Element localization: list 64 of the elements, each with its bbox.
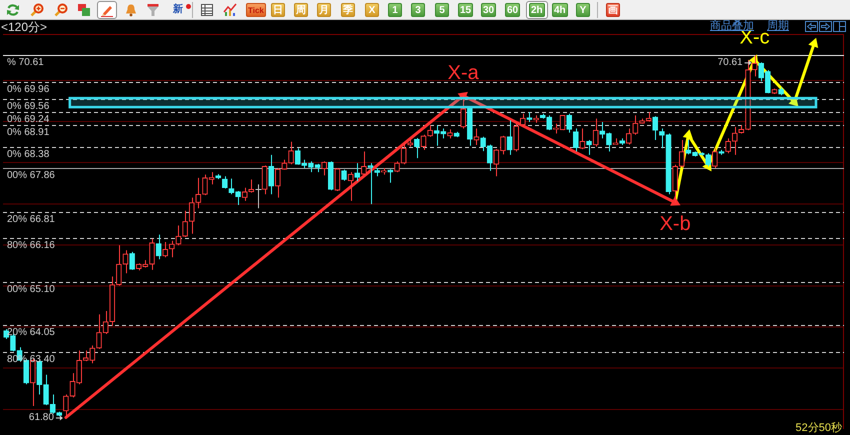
candlestick: [474, 128, 480, 146]
candlestick: [380, 167, 387, 176]
text: Tick: [246, 3, 266, 17]
text: 3: [411, 3, 425, 17]
candlestick: [400, 142, 406, 165]
ref-line-label: 20% 66.81: [7, 214, 56, 225]
candlestick: [427, 124, 433, 138]
candlestick: [513, 123, 520, 152]
text: 日: [271, 3, 285, 17]
candlestick: [321, 160, 327, 176]
text: 60: [505, 3, 520, 17]
candlestick: [388, 168, 394, 184]
text: X: [365, 3, 379, 17]
candlestick: [348, 172, 354, 202]
text: 2h: [529, 3, 545, 17]
text: 月: [317, 3, 331, 17]
text: 新: [172, 3, 184, 17]
candlestick: [255, 184, 262, 209]
text: 61.80: [28, 412, 54, 424]
text: 4h: [552, 3, 568, 17]
text: 70.61: [718, 57, 743, 68]
text: 周期: [767, 20, 789, 32]
candlestick: [626, 128, 632, 146]
ref-line-label: 0% 68.91: [7, 126, 50, 138]
candlestick: [368, 162, 374, 205]
ref-line-label: 0% 69.56: [7, 100, 50, 112]
ref-line-label: 0% 69.24: [7, 114, 50, 125]
text: 画: [606, 3, 620, 17]
ref-line-label: 00% 67.86: [7, 170, 56, 181]
text: Y: [576, 3, 590, 17]
candlestick: [262, 165, 268, 195]
annotation: 52分50秒: [796, 422, 842, 434]
ref-line-label: 80% 66.16: [7, 240, 56, 251]
point: [808, 38, 818, 48]
candlestick: [407, 138, 414, 148]
annotation: X-a: [448, 62, 480, 84]
candlestick: [460, 95, 466, 130]
text: 30: [481, 3, 496, 17]
candlestick: [188, 197, 195, 234]
candlestick: [162, 241, 168, 258]
candlestick: [592, 118, 599, 148]
candlestick: [169, 240, 175, 258]
candlestick: [334, 167, 340, 192]
ref-line-label: 0% 68.38: [7, 148, 50, 160]
text: 周: [294, 3, 308, 17]
candlestick: [420, 134, 426, 150]
candlestick: [520, 113, 526, 128]
candlestick: [374, 167, 380, 177]
ref-line-label: % 70.61: [7, 56, 44, 68]
point: [682, 129, 693, 140]
annotation: X-b: [660, 213, 691, 236]
candlestick: [712, 148, 718, 168]
ref-line-label: 00% 65.10: [7, 284, 56, 295]
candlestick: [361, 151, 367, 174]
candlestick: [580, 128, 586, 150]
text: 1: [388, 3, 402, 17]
text: 15: [458, 3, 474, 17]
candlestick: [447, 128, 453, 139]
text: 5: [435, 3, 449, 17]
candlestick: [288, 141, 294, 165]
chart-title: <120分>: [1, 20, 48, 34]
text: 季: [341, 3, 355, 17]
candlestick: [772, 88, 778, 95]
ref-line-label: 0% 69.96: [7, 84, 50, 95]
